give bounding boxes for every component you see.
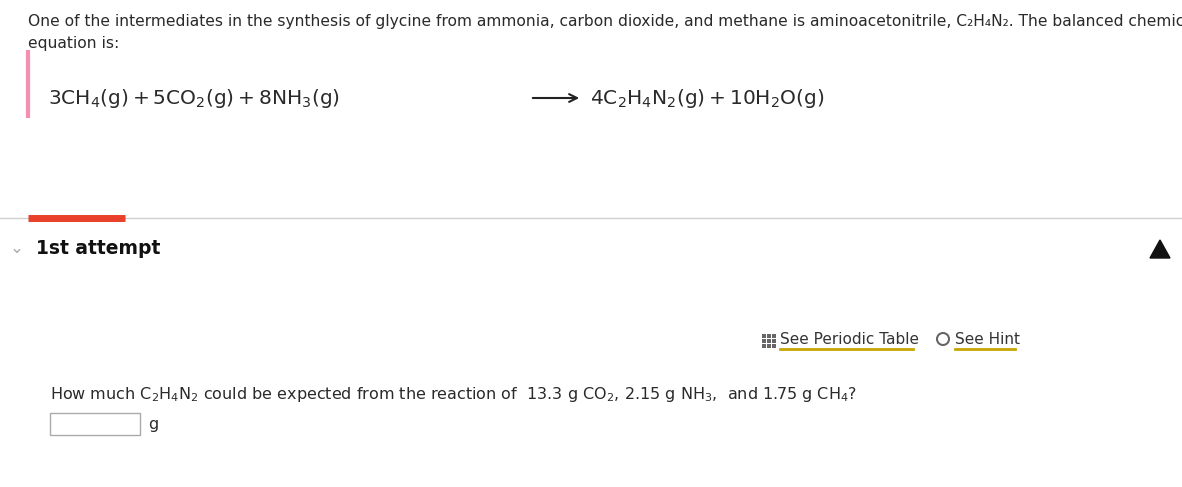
Bar: [762, 344, 766, 348]
Text: 1st attempt: 1st attempt: [35, 239, 161, 258]
FancyBboxPatch shape: [50, 413, 139, 435]
Text: $\mathregular{3CH_4(g) + 5CO_2(g) + 8NH_3(g)}$: $\mathregular{3CH_4(g) + 5CO_2(g) + 8NH_…: [48, 87, 340, 110]
Bar: [762, 339, 766, 342]
Text: g: g: [148, 416, 158, 431]
Bar: [772, 334, 775, 337]
Bar: [767, 344, 771, 348]
Text: See Periodic Table: See Periodic Table: [780, 333, 918, 348]
Bar: [767, 334, 771, 337]
Text: One of the intermediates in the synthesis of glycine from ammonia, carbon dioxid: One of the intermediates in the synthesi…: [28, 14, 1182, 29]
Text: $\mathregular{4C_2H_4N_2(g) + 10H_2O(g)}$: $\mathregular{4C_2H_4N_2(g) + 10H_2O(g)}…: [590, 87, 824, 110]
Bar: [767, 339, 771, 342]
Text: ⌄: ⌄: [11, 239, 24, 257]
Polygon shape: [1150, 240, 1170, 258]
Text: equation is:: equation is:: [28, 36, 119, 51]
Bar: [762, 334, 766, 337]
Bar: [772, 344, 775, 348]
Bar: [772, 339, 775, 342]
Text: See Hint: See Hint: [955, 333, 1020, 348]
Text: How much $\mathregular{C_2H_4N_2}$ could be expected from the reaction of  13.3 : How much $\mathregular{C_2H_4N_2}$ could…: [50, 386, 857, 405]
